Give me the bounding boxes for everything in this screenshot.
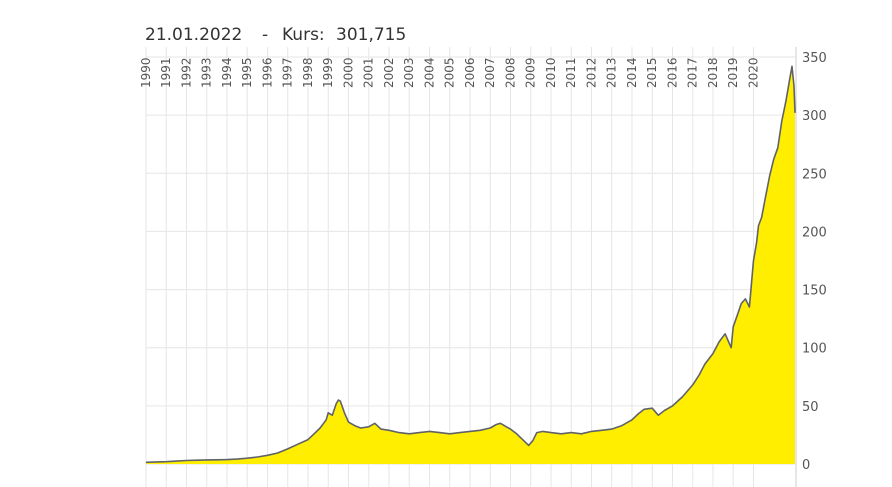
x-tick-label: 2014 [625, 57, 639, 88]
x-tick-label: 1990 [139, 57, 153, 88]
x-tick-label: 2001 [362, 57, 376, 88]
x-tick-label: 2010 [544, 57, 558, 88]
x-tick-label: 2005 [443, 57, 457, 88]
x-tick-label: 2006 [463, 57, 477, 88]
x-tick-label: 2008 [503, 57, 517, 88]
x-tick-label: 1996 [260, 57, 274, 88]
x-tick-label: 2013 [605, 57, 619, 88]
x-tick-label: 2020 [746, 57, 760, 88]
header-price-value: 301,715 [336, 25, 406, 45]
x-tick-label: 1991 [159, 57, 173, 88]
y-tick-label: 250 [802, 167, 827, 182]
x-tick-label: 2003 [402, 57, 416, 88]
x-tick-label: 1993 [200, 57, 214, 88]
y-tick-label: 150 [802, 284, 827, 299]
y-tick-label: 350 [802, 51, 827, 66]
x-tick-label: 2002 [382, 57, 396, 88]
x-tick-label: 2016 [665, 57, 679, 88]
y-tick-label: 0 [802, 458, 810, 473]
x-tick-label: 2011 [564, 57, 578, 88]
x-tick-label: 2007 [483, 57, 497, 88]
x-tick-label: 1997 [281, 57, 295, 88]
x-tick-label: 2012 [584, 57, 598, 88]
x-tick-label: 2015 [645, 57, 659, 88]
y-tick-label: 300 [802, 109, 827, 124]
x-tick-label: 2019 [726, 57, 740, 88]
x-tick-label: 1999 [321, 57, 335, 88]
x-tick-label: 2004 [422, 57, 436, 88]
x-tick-label: 2009 [524, 57, 538, 88]
x-tick-labels: 1990 1991 1992 1993 1994 1995 1996 1997 1998 1999… [139, 57, 760, 88]
y-tick-label: 200 [802, 225, 827, 240]
x-tick-label: 1998 [301, 57, 315, 88]
y-tick-label: 100 [802, 342, 827, 357]
x-tick-label: 2018 [706, 57, 720, 88]
header-price-label: Kurs: [282, 25, 325, 45]
x-tick-label: 1992 [179, 57, 193, 88]
price-area [146, 66, 795, 465]
x-tick-label: 1994 [220, 57, 234, 88]
x-tick-label: 1995 [240, 57, 254, 88]
header-separator: - [262, 25, 268, 45]
x-tick-label: 2000 [341, 57, 355, 88]
y-tick-label: 50 [802, 400, 819, 415]
y-tick-labels: 0 50 100 150 200 250 300 350 [802, 51, 827, 473]
x-tick-label: 2017 [686, 57, 700, 88]
header-date: 21.01.2022 [145, 25, 242, 45]
price-line [145, 65, 796, 464]
